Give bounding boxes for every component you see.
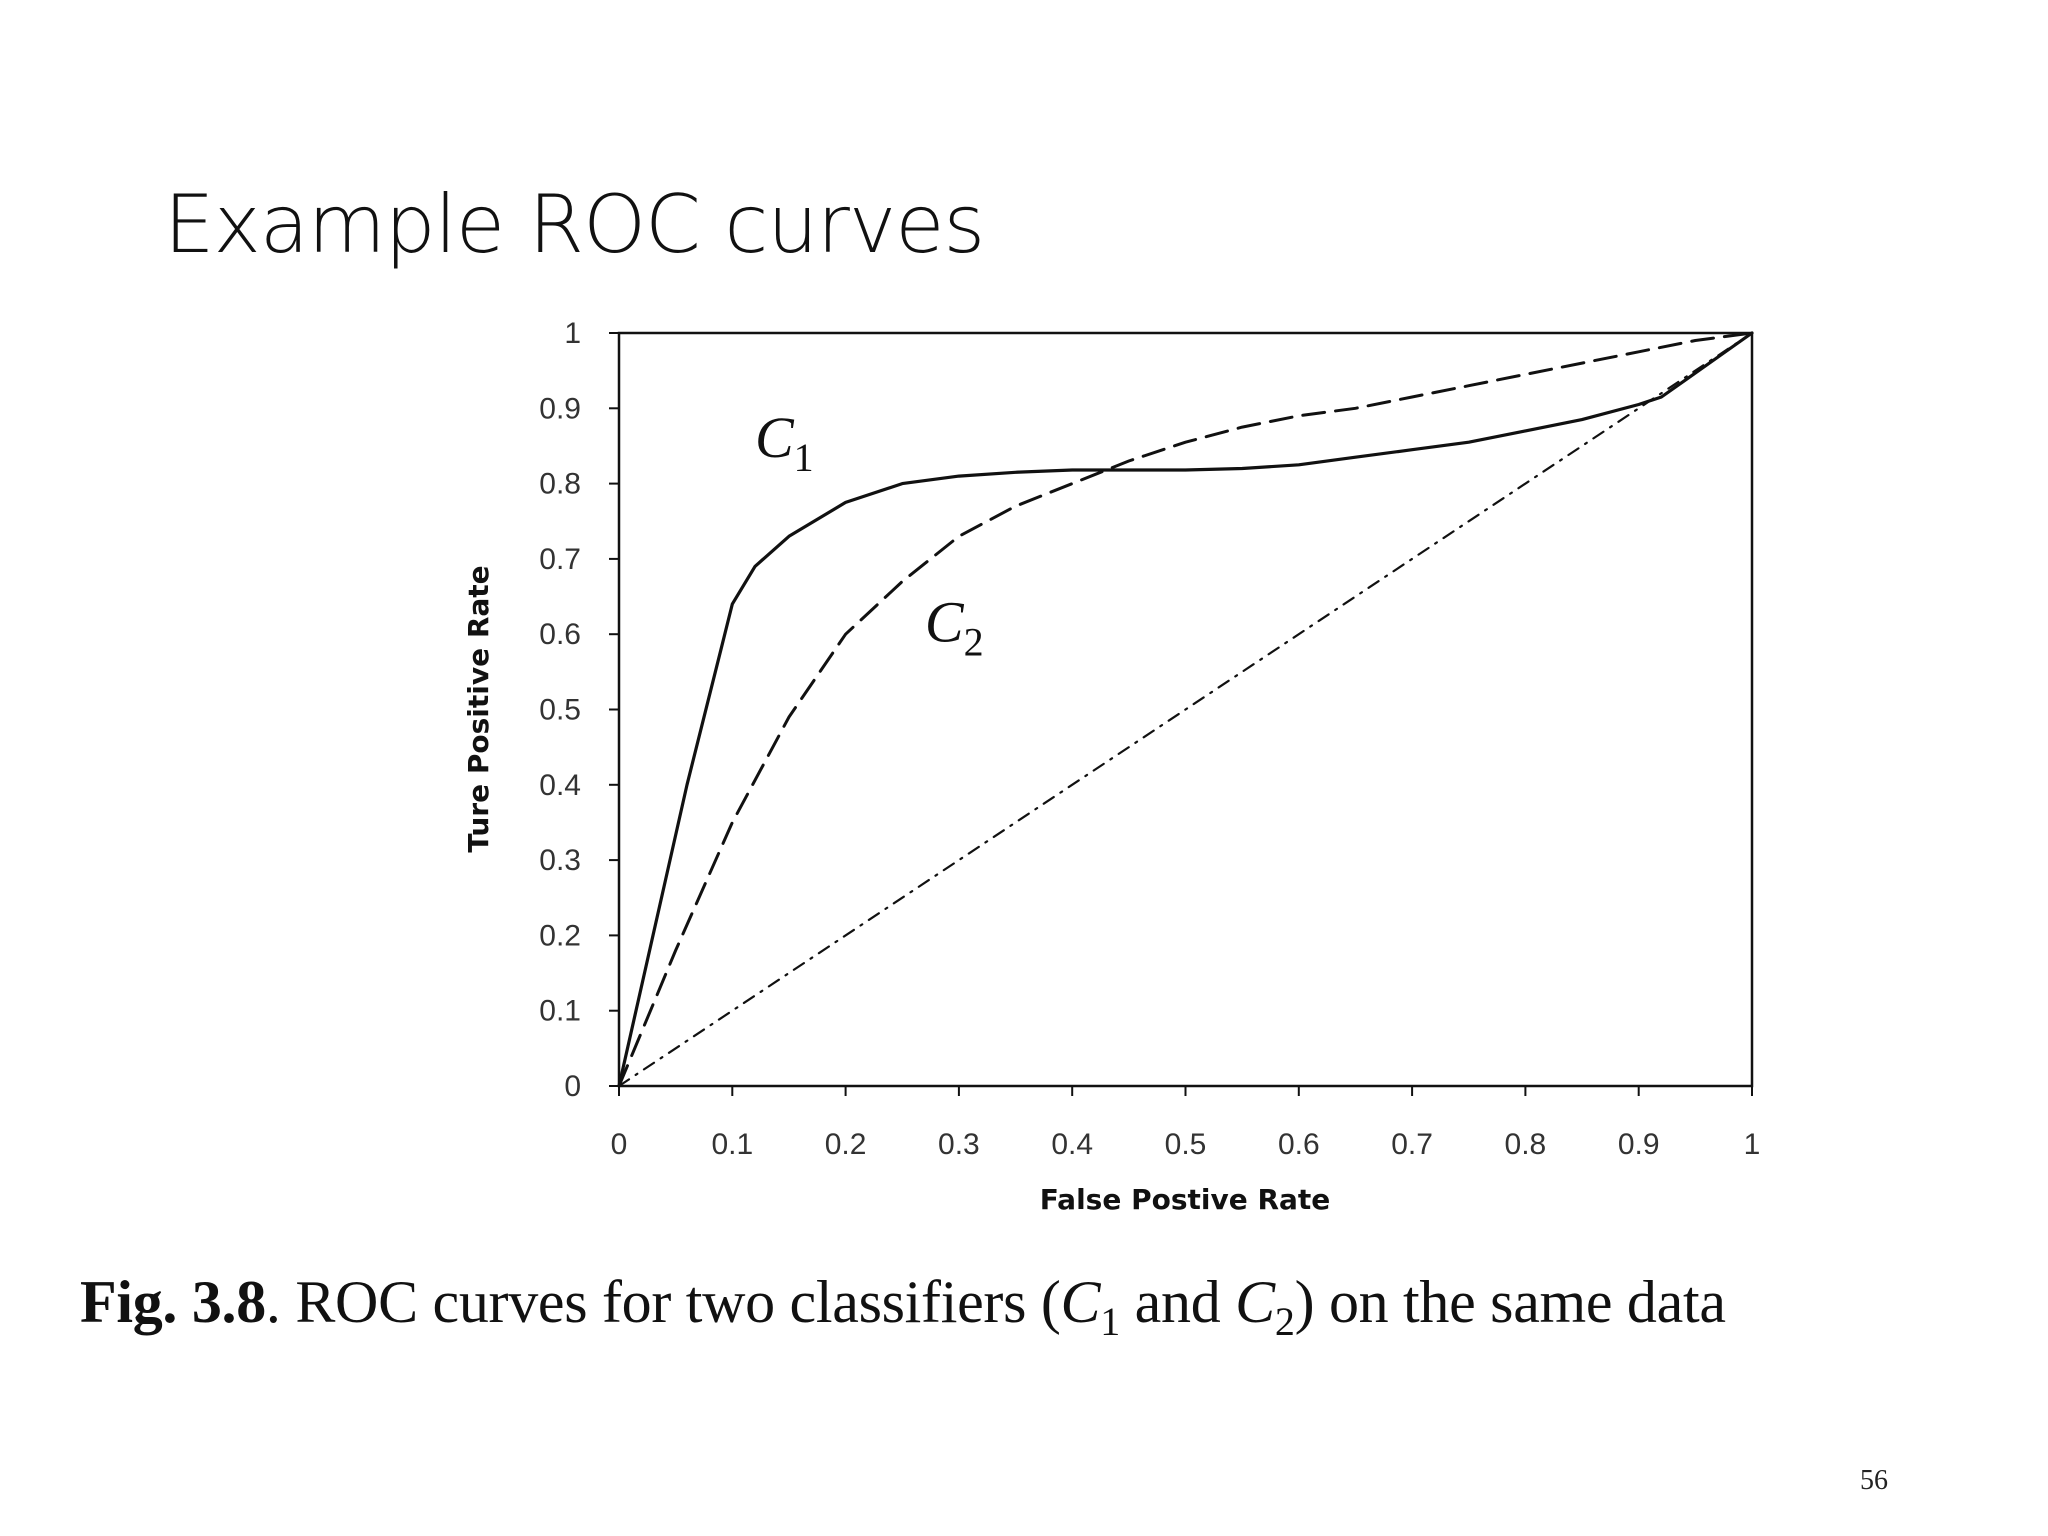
x-tick-label: 0.2 (825, 1128, 867, 1161)
x-tick-label: 0.6 (1278, 1128, 1320, 1161)
y-tick-label: 0.4 (539, 769, 581, 802)
curve-label-letter: C (755, 405, 795, 470)
series-line-c2 (617, 331, 1754, 1088)
x-tick-label: 0.3 (938, 1128, 980, 1161)
x-tick-label: 0.8 (1505, 1128, 1547, 1161)
y-tick-label: 0.1 (539, 995, 581, 1028)
curve-label-letter: C (925, 590, 965, 655)
y-tick-label: 0.2 (539, 919, 581, 952)
curve-label-c1: C1 (755, 405, 814, 480)
x-tick-label: 0.5 (1165, 1128, 1207, 1161)
caption-c2-letter: C (1235, 1269, 1275, 1335)
curve-label-sub: 2 (964, 620, 984, 665)
tick-labels: 0 0.1 0.2 0.3 0.4 0.5 0.6 0.7 0.8 0.9 1 0 0.1 0.2 0.3 0… (539, 317, 1760, 1161)
axis-ticks (609, 332, 1753, 1096)
caption-middle: and (1119, 1269, 1236, 1335)
y-tick-label: 1 (564, 317, 581, 350)
y-tick-label: 0.9 (539, 392, 581, 425)
x-axis-label: False Postive Rate (1040, 1183, 1331, 1216)
y-tick-label: 0.7 (539, 543, 581, 576)
series-line-diagonal (617, 331, 1754, 1088)
caption-text-before: . ROC curves for two classifiers ( (265, 1269, 1061, 1335)
y-tick-label: 0.6 (539, 618, 581, 651)
x-tick-label: 0 (611, 1128, 628, 1161)
slide-title: Example ROC curves (164, 178, 985, 271)
x-tick-label: 0.1 (711, 1128, 753, 1161)
caption-c1-letter: C (1060, 1269, 1101, 1335)
caption-c2-sub: 2 (1274, 1299, 1295, 1344)
curve-label-sub: 1 (794, 435, 814, 480)
y-tick-label: 0.8 (539, 468, 581, 501)
series-group (617, 331, 1754, 1088)
figure-caption: Fig. 3.8. ROC curves for two classifiers… (80, 1268, 2000, 1345)
y-tick-label: 0.3 (539, 844, 581, 877)
y-axis-label: Ture Positive Rate (462, 565, 495, 852)
x-tick-label: 1 (1744, 1128, 1761, 1161)
page-number: 56 (1860, 1465, 1888, 1496)
caption-c1-sub: 1 (1100, 1299, 1120, 1344)
x-tick-label: 0.7 (1391, 1128, 1433, 1161)
caption-fig-label: Fig. 3.8 (80, 1269, 266, 1335)
series-line-c1 (617, 331, 1754, 1088)
y-tick-label: 0.5 (539, 694, 581, 727)
caption-text-after: ) on the same data (1294, 1269, 1726, 1335)
curve-label-c2: C2 (925, 590, 984, 665)
x-tick-label: 0.9 (1618, 1128, 1660, 1161)
x-tick-label: 0.4 (1051, 1128, 1093, 1161)
y-tick-label: 0 (564, 1070, 581, 1103)
